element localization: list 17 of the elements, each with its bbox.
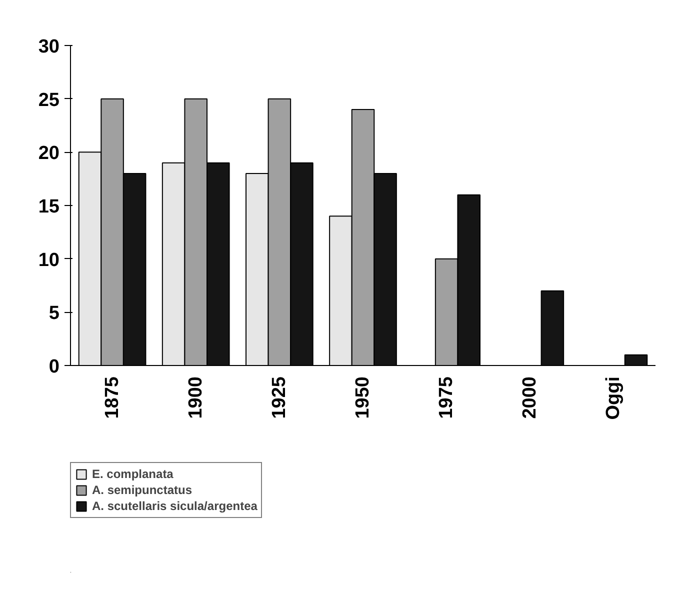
x-tick-label: Oggi <box>603 376 624 420</box>
y-tick-label: 15 <box>38 196 60 218</box>
x-tick-label: 1900 <box>185 376 206 419</box>
y-tick-label: 0 <box>48 356 60 378</box>
y-tick-label: 25 <box>38 90 60 111</box>
x-tick-label: 1925 <box>268 376 290 419</box>
y-tick-label: 20 <box>38 143 60 164</box>
x-tick-label: 1975 <box>436 376 458 419</box>
legend-label: E. complanata <box>92 467 174 481</box>
y-tick-label: 30 <box>38 36 60 58</box>
x-tick-label: 1950 <box>352 376 374 419</box>
y-tick-label: 5 <box>48 303 60 324</box>
x-tick-label: 1875 <box>102 376 123 419</box>
legend-label: A. semipunctatus <box>92 483 192 497</box>
legend-label: A. scutellaris sicula/argentea <box>92 499 258 513</box>
x-tick-label: 2000 <box>520 376 541 419</box>
y-tick-label: 10 <box>38 250 60 271</box>
